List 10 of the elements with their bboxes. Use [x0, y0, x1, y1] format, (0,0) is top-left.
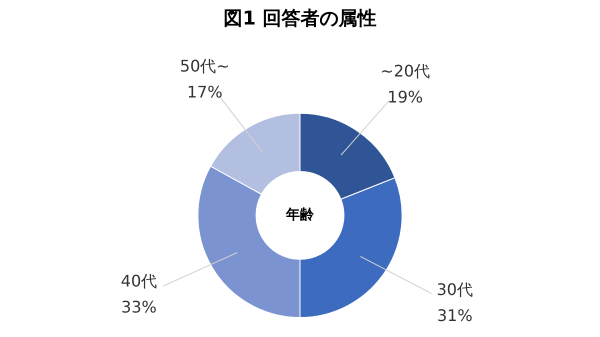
slice-label: 30代: [436, 280, 473, 299]
text: 年齢: [285, 207, 315, 224]
chart-title: 図1 回答者の属性: [224, 7, 376, 30]
data-label: 17%: [186, 82, 223, 102]
data-label: 19%: [387, 88, 423, 107]
slice-label: ~20代: [380, 62, 430, 81]
slice-label: 50代~: [180, 56, 230, 76]
slice-label: 40代: [120, 272, 158, 291]
data-label: 33%: [121, 298, 157, 317]
data-label: 31%: [436, 306, 473, 325]
